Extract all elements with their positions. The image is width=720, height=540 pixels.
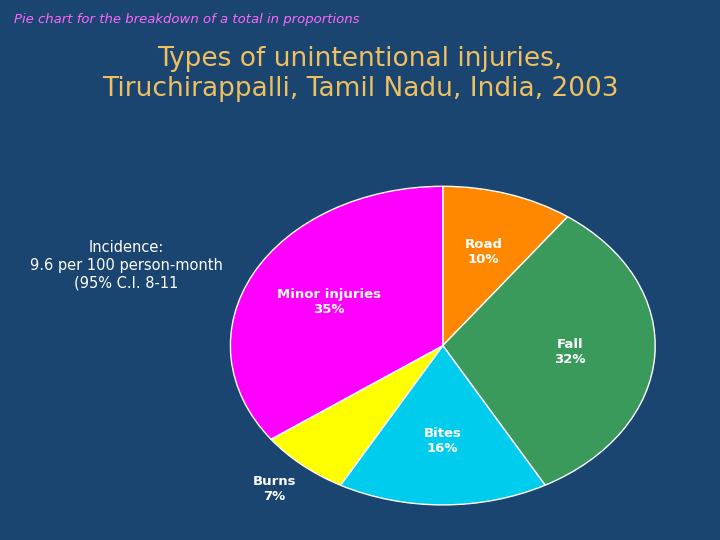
- Wedge shape: [443, 186, 567, 346]
- Text: Incidence:
9.6 per 100 person-month
(95% C.I. 8-11: Incidence: 9.6 per 100 person-month (95%…: [30, 240, 222, 290]
- Wedge shape: [443, 217, 655, 485]
- Wedge shape: [341, 346, 545, 505]
- Wedge shape: [271, 346, 443, 485]
- Wedge shape: [230, 186, 443, 439]
- Text: Types of unintentional injuries,
Tiruchirappalli, Tamil Nadu, India, 2003: Types of unintentional injuries, Tiruchi…: [102, 46, 618, 102]
- Text: Pie chart for the breakdown of a total in proportions: Pie chart for the breakdown of a total i…: [14, 14, 360, 26]
- Text: Fall
32%: Fall 32%: [554, 338, 586, 366]
- Text: Road
10%: Road 10%: [464, 238, 503, 266]
- Text: Bites
16%: Bites 16%: [424, 427, 462, 455]
- Text: Burns
7%: Burns 7%: [253, 475, 296, 503]
- Text: Minor injuries
35%: Minor injuries 35%: [277, 288, 382, 316]
